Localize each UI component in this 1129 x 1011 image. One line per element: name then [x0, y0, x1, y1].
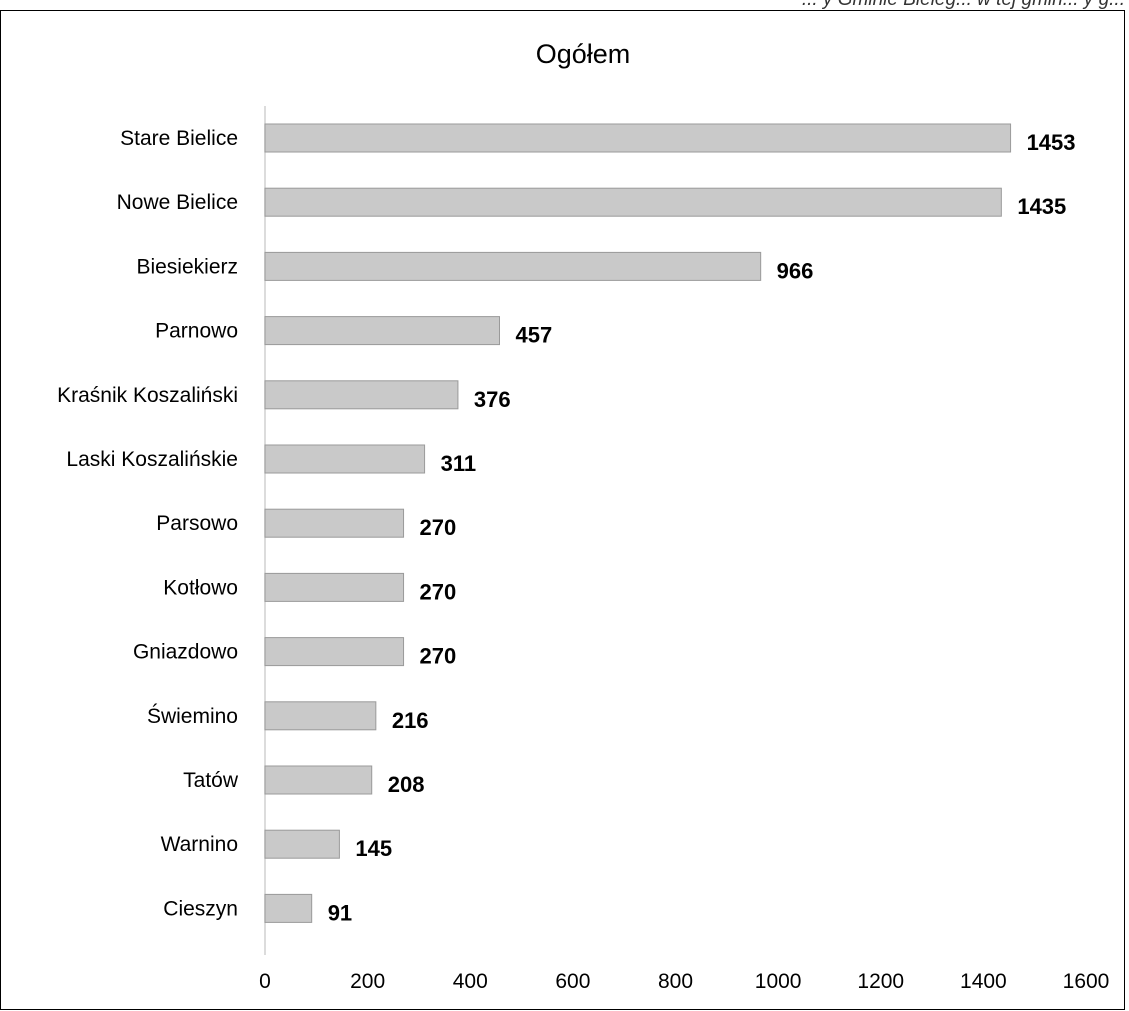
bar	[264, 508, 405, 538]
category-label: Stare Bielice	[120, 127, 238, 150]
category-label: Tatów	[183, 769, 239, 792]
data-label: 270	[420, 644, 457, 669]
bar	[264, 187, 1002, 217]
category-label: Parnowo	[155, 320, 238, 343]
data-label: 91	[328, 900, 352, 925]
data-label: 311	[441, 451, 477, 476]
x-tick-label: 200	[350, 970, 385, 993]
bar	[264, 701, 377, 731]
page-header-text: ... y Gminie Bieleg... w tej gmin... y g…	[802, 0, 1125, 11]
category-label: Gniazdowo	[133, 641, 238, 664]
data-label: 1435	[1017, 194, 1066, 219]
data-label: 208	[388, 772, 425, 797]
category-label: Cieszyn	[163, 897, 238, 920]
bar-chart: Ogółem Stare Bielice 1453 Nowe Bielice 1435…	[57, 39, 1109, 993]
x-tick-label: 1600	[1063, 970, 1110, 993]
bar	[264, 316, 500, 346]
x-tick-label: 1400	[960, 970, 1007, 993]
bar	[264, 765, 373, 795]
bar	[264, 251, 762, 281]
x-tick-label: 0	[259, 970, 271, 993]
bar	[264, 380, 459, 410]
data-label: 376	[474, 387, 511, 412]
data-label: 457	[515, 323, 552, 348]
data-label: 966	[777, 258, 814, 283]
x-axis-ticks: 0 200 400 600 800 1000 1200 1400 1600	[259, 970, 1109, 993]
data-label: 145	[355, 836, 392, 861]
data-label: 270	[420, 579, 457, 604]
category-label: Nowe Bielice	[117, 191, 238, 214]
bar	[264, 893, 313, 923]
data-label: 270	[420, 515, 457, 540]
bar	[264, 572, 405, 602]
chart-frame: Ogółem Stare Bielice 1453 Nowe Bielice 1435…	[0, 10, 1125, 1010]
category-label: Kraśnik Koszaliński	[57, 384, 238, 407]
bar	[264, 444, 426, 474]
x-tick-label: 800	[658, 970, 693, 993]
category-label: Laski Koszalińskie	[66, 448, 238, 471]
data-label: 216	[392, 708, 429, 733]
bars-group: Stare Bielice 1453 Nowe Bielice 1435 Biesiek…	[57, 123, 1076, 925]
bar	[264, 123, 1012, 153]
category-label: Świemino	[147, 704, 238, 728]
bar	[264, 829, 340, 859]
category-label: Kotłowo	[163, 576, 238, 599]
category-label: Warnino	[161, 833, 238, 856]
category-label: Parsowo	[156, 512, 238, 535]
category-label: Biesiekierz	[136, 255, 238, 278]
bar	[264, 637, 405, 667]
x-tick-label: 1200	[857, 970, 904, 993]
data-label: 1453	[1027, 130, 1076, 155]
x-tick-label: 400	[453, 970, 488, 993]
chart-title: Ogółem	[536, 39, 631, 69]
x-tick-label: 600	[555, 970, 590, 993]
x-tick-label: 1000	[755, 970, 802, 993]
